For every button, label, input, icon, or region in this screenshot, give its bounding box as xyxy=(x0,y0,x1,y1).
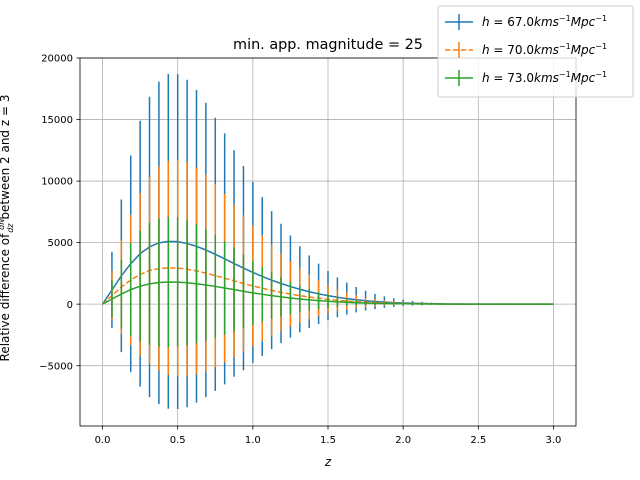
legend-label-part: h xyxy=(482,15,490,29)
legend-label-part: kms xyxy=(534,71,559,85)
x-tick-label: 0.0 xyxy=(95,435,111,446)
legend-entry-3: h = 73.0kms−1Mpc−1 xyxy=(445,70,607,86)
legend-label-part: = 70.0 xyxy=(490,43,534,57)
legend-label: h = 67.0kms−1Mpc−1 xyxy=(482,14,607,29)
legend-label-part: −1 xyxy=(595,70,607,79)
chart-title: min. app. magnitude = 25 xyxy=(233,37,423,53)
legend-entry-1: h = 67.0kms−1Mpc−1 xyxy=(445,14,607,30)
legend-label-part: −1 xyxy=(559,14,571,23)
y-tick-label: −5000 xyxy=(39,361,73,372)
axis-ticks: 0.0 0.5 1.0 1.5 2.0 2.5 3.0 −5000 0 5000 10000 1500… xyxy=(39,54,561,446)
legend-label: h = 70.0kms−1Mpc−1 xyxy=(482,42,607,57)
legend-label-part: h xyxy=(482,71,490,85)
legend-label-part: −1 xyxy=(559,70,571,79)
legend-label-part: h xyxy=(482,43,490,57)
legend-label-part: −1 xyxy=(595,42,607,51)
series-layer xyxy=(101,74,554,410)
y-label-frac-den: dz xyxy=(6,223,15,233)
legend-label-part: −1 xyxy=(595,14,607,23)
legend-label: h = 73.0kms−1Mpc−1 xyxy=(482,70,607,85)
legend-entries: h = 67.0kms−1Mpc−1h = 70.0kms−1Mpc−1h = … xyxy=(445,14,607,86)
legend-label-part: Mpc xyxy=(571,15,596,29)
y-tick-label: 15000 xyxy=(41,115,73,126)
x-tick-label: 0.5 xyxy=(170,435,186,446)
legend-entry-2: h = 70.0kms−1Mpc−1 xyxy=(445,42,607,58)
legend-label-part: = 67.0 xyxy=(490,15,534,29)
y-tick-label: 5000 xyxy=(48,238,73,249)
x-tick-label: 2.0 xyxy=(395,435,411,446)
y-tick-label: 0 xyxy=(67,300,73,311)
x-tick-label: 1.0 xyxy=(245,435,261,446)
y-axis-label: Relative difference of dNdz between 2 an… xyxy=(0,95,15,362)
y-label-frac-num: dN xyxy=(0,219,6,230)
legend-box xyxy=(437,5,634,98)
y-label-after: between 2 and z = 3 xyxy=(0,95,12,224)
legend-label-part: = 73.0 xyxy=(490,71,534,85)
y-label-before: Relative difference of xyxy=(0,230,12,362)
legend-label-part: kms xyxy=(534,43,559,57)
legend-label-part: Mpc xyxy=(571,43,596,57)
legend-label-part: Mpc xyxy=(571,71,596,85)
y-tick-label: 20000 xyxy=(41,54,73,65)
legend-label-part: kms xyxy=(534,15,559,29)
x-tick-label: 2.5 xyxy=(470,435,486,446)
series-3 xyxy=(102,216,554,348)
y-tick-label: 10000 xyxy=(41,177,73,188)
series-line xyxy=(102,281,554,305)
legend: h = 67.0kms−1Mpc−1h = 70.0kms−1Mpc−1h = … xyxy=(437,5,634,98)
legend-label-part: −1 xyxy=(559,42,571,51)
x-axis-label: z xyxy=(324,455,332,469)
y-axis-label-text: Relative difference of dNdz between 2 an… xyxy=(0,95,15,362)
x-tick-label: 3.0 xyxy=(546,435,562,446)
grid-lines xyxy=(80,57,576,426)
x-tick-label: 1.5 xyxy=(320,435,336,446)
